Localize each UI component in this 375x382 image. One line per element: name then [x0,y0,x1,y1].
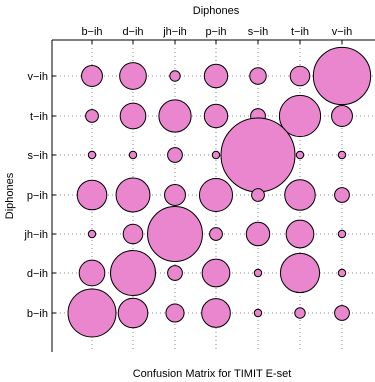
bubble-marker [334,187,350,203]
bubble-marker [119,62,147,90]
bubble-marker [76,179,108,211]
bubble-marker [85,109,99,123]
x-tick-label: t−ih [291,26,309,38]
bubble-marker [211,150,221,160]
bubble-marker [201,258,231,288]
bubble-marker [87,229,97,239]
bubble-marker [249,67,267,85]
bubble-marker [167,265,183,281]
bubble-marker [165,303,185,323]
y-tick-label: s−ih [28,150,49,162]
bubble-marker [198,177,234,213]
bubble-marker [87,150,97,160]
bubble-marker [245,221,271,247]
x-tick-label: b−ih [81,26,102,38]
bubble-marker [295,150,305,160]
x-tick-label: p−ih [205,26,226,38]
bubble-marker [294,307,306,319]
bubble-marker [284,179,316,211]
tick-labels: b−ih d−ih jh−ih p−ih s−ih t−ih v−ih v−ih t−ih s−i… [23,26,352,320]
bubble-marker [169,70,181,82]
bubble-marker [78,259,106,287]
chart-top-title: Diphones [193,5,240,17]
bubble-marker [209,227,223,241]
bubble-marker [164,184,186,206]
y-tick-label: v−ih [28,71,49,83]
y-tick-label: p−ih [27,190,48,202]
x-tick-label: v−ih [332,26,353,38]
bubble-marker [109,249,157,297]
bubble-marker [334,305,350,321]
bubble-marker [203,103,229,129]
bubble-marker [251,188,265,202]
bubble-marker [331,105,353,127]
bubble-marker [337,229,347,239]
bubble-marker [67,288,117,338]
y-tick-label: d−ih [27,268,48,280]
bubble-marker [201,298,231,328]
bubble-markers [67,46,372,338]
y-tick-label: jh−ih [23,229,48,241]
y-axis-label: Diphones [4,172,16,219]
bubble-marker [122,223,144,245]
bubble-marker [279,252,321,294]
axes [51,39,375,352]
bubble-marker [128,150,138,160]
bubble-marker [167,147,183,163]
bubble-marker [253,268,263,278]
bubble-marker [289,65,311,87]
bubble-marker [337,268,347,278]
x-tick-label: d−ih [122,26,143,38]
bubble-marker [115,177,151,213]
bubble-marker [285,219,315,249]
y-tick-label: t−ih [30,111,48,123]
bubble-marker [337,150,347,160]
bubble-marker [147,206,203,262]
bubble-marker [203,63,229,89]
chart-bottom-title: Confusion Matrix for TIMIT E-set [133,368,292,380]
y-tick-label: b−ih [27,308,48,320]
bubble-marker [278,94,322,138]
bubble-marker [117,297,149,329]
bubble-marker [312,46,372,106]
bubble-marker [253,308,263,318]
x-tick-label: jh−ih [162,26,187,38]
bubble-marker [119,102,147,130]
bubble-marker [158,99,192,133]
bubble-marker [220,117,296,193]
bubble-marker [81,65,103,87]
x-tick-label: s−ih [248,26,269,38]
